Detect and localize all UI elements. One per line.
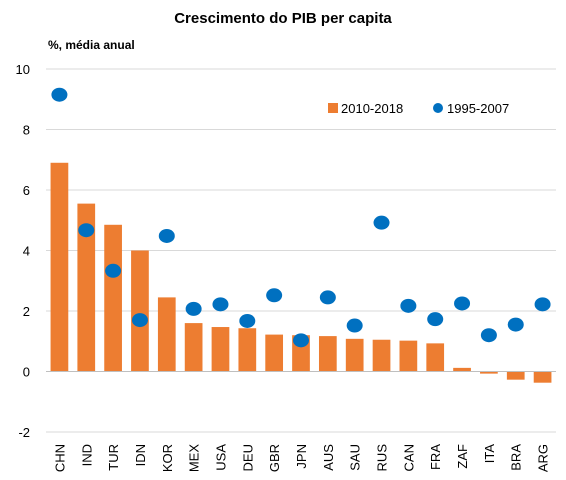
bar-mex bbox=[184, 323, 203, 372]
dot-usa bbox=[212, 297, 229, 312]
bar-sau bbox=[345, 338, 364, 372]
dot-chn bbox=[51, 87, 68, 102]
bar-gbr bbox=[265, 334, 284, 372]
bar-usa bbox=[211, 327, 230, 372]
x-tick-label-mex: MEX bbox=[187, 444, 202, 473]
dot-sau bbox=[346, 318, 363, 333]
dot-gbr bbox=[266, 288, 283, 303]
legend: 2010-2018 1995-2007 bbox=[328, 101, 509, 116]
bar-bra bbox=[506, 371, 525, 380]
dot-can bbox=[400, 298, 417, 313]
x-tick-label-usa: USA bbox=[213, 444, 228, 471]
dot-ita bbox=[480, 328, 497, 343]
y-tick-label: -2 bbox=[18, 425, 30, 440]
x-tick-label-sau: SAU bbox=[348, 444, 363, 471]
x-tick-label-chn: CHN bbox=[52, 444, 67, 472]
x-tick-label-deu: DEU bbox=[240, 444, 255, 471]
bar-kor bbox=[157, 297, 176, 372]
legend-label-2010-2018: 2010-2018 bbox=[341, 101, 403, 116]
y-tick-label: 0 bbox=[23, 365, 30, 380]
chart-title: Crescimento do PIB per capita bbox=[174, 10, 392, 27]
dot-ind bbox=[78, 223, 95, 238]
y-tick-label: 10 bbox=[16, 62, 30, 77]
bars-2010-2018 bbox=[50, 162, 552, 383]
y-tick-label: 6 bbox=[23, 183, 30, 198]
dot-zaf bbox=[454, 296, 471, 311]
y-axis-unit-label: %, média anual bbox=[48, 38, 135, 52]
bar-aus bbox=[318, 336, 337, 372]
bar-fra bbox=[426, 343, 445, 372]
y-tick-label: 2 bbox=[23, 304, 30, 319]
y-axis-ticks: -2 0 2 4 6 8 10 bbox=[16, 62, 30, 440]
x-tick-label-fra: FRA bbox=[428, 444, 443, 470]
y-tick-label: 8 bbox=[23, 123, 30, 138]
legend-swatch-2010-2018 bbox=[328, 103, 338, 113]
x-tick-label-aus: AUS bbox=[321, 444, 336, 471]
x-axis-ticks: CHN IND TUR IDN KOR MEX USA DEU GBR JPN AUS SAU RUS C… bbox=[52, 444, 550, 473]
bar-deu bbox=[238, 328, 257, 372]
bar-tur bbox=[104, 224, 122, 372]
legend-label-1995-2007: 1995-2007 bbox=[447, 101, 509, 116]
bar-zaf bbox=[453, 367, 471, 372]
x-tick-label-idn: IDN bbox=[133, 444, 148, 466]
dot-fra bbox=[427, 312, 444, 327]
x-tick-label-ita: ITA bbox=[482, 444, 497, 464]
bar-ita bbox=[480, 371, 498, 374]
x-tick-label-zaf: ZAF bbox=[455, 444, 470, 469]
bar-ind bbox=[77, 203, 96, 372]
x-tick-label-arg: ARG bbox=[536, 444, 551, 472]
dot-kor bbox=[158, 228, 175, 243]
bar-can bbox=[399, 340, 418, 372]
dot-mex bbox=[185, 301, 202, 316]
x-tick-label-tur: TUR bbox=[106, 444, 121, 471]
legend-swatch-1995-2007 bbox=[433, 103, 443, 113]
dot-rus bbox=[373, 215, 390, 230]
dot-jpn bbox=[293, 333, 309, 348]
dot-aus bbox=[319, 290, 336, 305]
x-tick-label-bra: BRA bbox=[509, 444, 524, 471]
y-tick-label: 4 bbox=[23, 244, 30, 259]
bar-arg bbox=[533, 371, 552, 383]
dot-tur bbox=[105, 263, 122, 278]
x-tick-label-can: CAN bbox=[401, 444, 416, 471]
x-tick-label-gbr: GBR bbox=[267, 444, 282, 472]
bar-chn bbox=[50, 162, 69, 372]
x-tick-label-ind: IND bbox=[79, 444, 94, 466]
x-tick-label-rus: RUS bbox=[375, 444, 390, 472]
bar-rus bbox=[372, 339, 391, 372]
dot-idn bbox=[131, 313, 148, 328]
x-tick-label-kor: KOR bbox=[160, 444, 175, 472]
bar-idn bbox=[131, 250, 149, 372]
x-tick-label-jpn: JPN bbox=[294, 444, 309, 469]
dots-1995-2007 bbox=[51, 87, 551, 348]
gridlines bbox=[46, 68, 556, 433]
dot-bra bbox=[507, 317, 524, 332]
dot-deu bbox=[239, 313, 256, 328]
dot-arg bbox=[534, 297, 551, 312]
